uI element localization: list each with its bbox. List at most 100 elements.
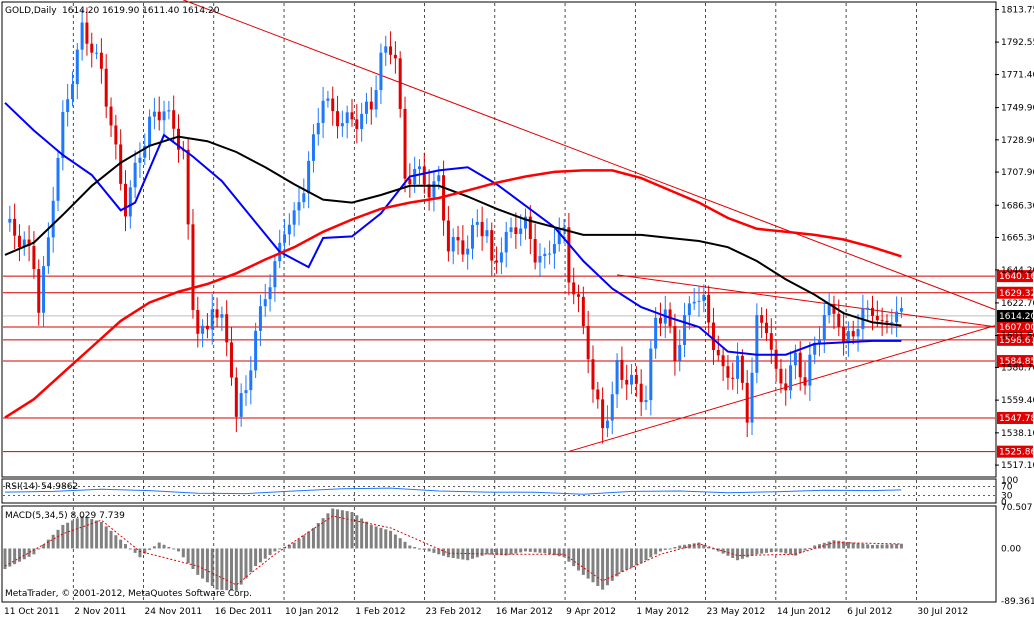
candle-body [871, 307, 875, 316]
candle-body [615, 359, 619, 395]
level-tag [997, 321, 1033, 334]
macd-bar [133, 548, 137, 553]
candle-body [167, 110, 171, 112]
macd-bar [466, 548, 470, 561]
macd-bar [263, 548, 267, 559]
candle-body [22, 239, 26, 248]
macd-bar [702, 544, 706, 549]
macd-bar [220, 548, 224, 590]
candle-body [673, 326, 677, 361]
macd-bar [658, 548, 662, 552]
macd-bar [369, 524, 373, 549]
macd-bar [605, 548, 609, 586]
macd-bar [716, 548, 720, 552]
macd-bar [205, 548, 209, 583]
macd-bar [475, 548, 479, 558]
macd-bar [408, 545, 412, 549]
y-tick-label: 1517.10 [1001, 461, 1034, 471]
candle-body [196, 310, 200, 334]
macd-bar [803, 548, 807, 551]
candle-body [316, 122, 320, 135]
candle-body [66, 99, 70, 113]
candle-body [644, 400, 648, 403]
macd-bar [287, 544, 291, 549]
macd-bar [509, 548, 513, 555]
macd-tick-label: -89.361 [1001, 597, 1034, 607]
macd-bar [817, 544, 821, 549]
candle-body [254, 330, 258, 371]
candle-body [504, 231, 508, 253]
candle-body [191, 224, 195, 311]
macd-bar [851, 542, 855, 549]
macd-bar [292, 542, 296, 549]
candle-body [85, 22, 89, 44]
candle-body [890, 322, 894, 324]
candle-body [789, 365, 793, 391]
macd-bar [302, 535, 306, 549]
level-tag-label: 1547.78 [999, 414, 1034, 424]
macd-bar [504, 548, 508, 556]
macd-bar [8, 548, 12, 567]
macd-bar [499, 548, 503, 556]
candle-body [601, 399, 605, 429]
macd-panel-frame [1, 505, 997, 603]
candle-body [114, 125, 118, 145]
candle-body [119, 144, 123, 184]
candle-body [350, 112, 354, 120]
rsi-tick-label: 100 [1001, 476, 1018, 486]
candle-body [470, 224, 474, 249]
macd-bar [842, 541, 846, 549]
y-tick-label: 1771.40 [1001, 71, 1034, 81]
copyright-label: MetaTrader, © 2001-2012, MetaQuotes Soft… [5, 589, 252, 599]
macd-bar [119, 539, 123, 549]
x-tick-label: 2 Nov 2011 [74, 607, 126, 617]
candle-body [355, 119, 359, 129]
candle-body [880, 320, 884, 322]
macd-bar [871, 544, 875, 549]
candle-body [307, 160, 311, 194]
x-tick-label: 10 Jan 2012 [285, 607, 339, 617]
candle-body [90, 43, 94, 53]
candle-body [51, 200, 55, 238]
macd-bar [793, 548, 797, 556]
candle-body [475, 221, 479, 225]
level-tag [997, 355, 1033, 368]
candle-body [581, 296, 585, 326]
macd-bar [157, 542, 161, 549]
candle-body [485, 230, 489, 237]
macd-bar [355, 515, 359, 549]
level-tag-label: 1584.85 [999, 357, 1034, 367]
candle-body [466, 248, 470, 255]
macd-bar [75, 518, 79, 549]
candle-body [514, 227, 518, 235]
macd-bar [345, 511, 349, 549]
macd-bar [837, 540, 841, 549]
candle-body [567, 227, 571, 283]
horizontal-levels: 1640.16 1629.32 1607.00 1598.67 1584.85 1547.… [3, 270, 1034, 458]
macd-bar [890, 544, 894, 549]
macd-bar [254, 548, 258, 567]
candle-body [832, 304, 836, 314]
candle-body [177, 128, 181, 150]
y-tick-label: 1644.20 [1001, 266, 1034, 276]
macd-bar [610, 548, 614, 581]
macd-bar [104, 526, 108, 549]
macd-tick-label: 0.00 [1001, 544, 1021, 554]
candle-body [408, 178, 412, 185]
macd-signal [4, 515, 902, 586]
macd-bar [538, 548, 542, 553]
candle-body [779, 368, 783, 384]
macd-bar [586, 548, 590, 579]
macd-bar [601, 548, 605, 590]
candle-body [562, 227, 566, 229]
candle-body [692, 301, 696, 304]
candle-body [220, 314, 224, 318]
macd-bar [808, 548, 812, 550]
macd-bar [123, 544, 127, 549]
macd-bar [413, 546, 417, 549]
macd-bar [528, 548, 532, 552]
macd-bar [784, 548, 788, 554]
candle-body [268, 287, 272, 300]
macd-bar [683, 544, 687, 549]
